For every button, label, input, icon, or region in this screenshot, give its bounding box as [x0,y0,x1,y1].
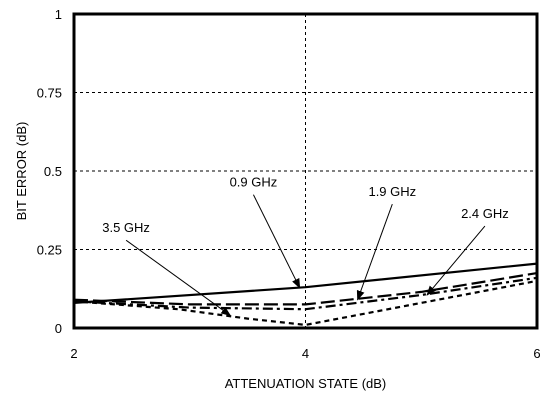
annotation-label: 1.9 GHz [368,184,416,199]
tick-labels: 0 0.25 0.5 0.75 1 2 4 6 [37,7,541,361]
y-axis-label: BIT ERROR (dB) [14,122,29,221]
y-tick-label: 0 [55,321,62,336]
y-tick-label: 0.25 [37,243,62,258]
series-line-0-9-ghz [73,262,538,304]
x-tick-label: 4 [302,346,309,361]
x-axis-label: ATTENUATION STATE (dB) [225,376,387,391]
y-tick-label: 0.5 [44,164,62,179]
annotation-label: 3.5 GHz [102,220,150,235]
annotation-arrow [252,194,301,289]
annotation-label: 2.4 GHz [461,206,509,221]
annotation-arrow [356,203,393,301]
x-tick-label: 6 [533,346,540,361]
series-line-1-9-ghz [73,272,538,306]
y-tick-label: 1 [55,7,62,22]
annotation-label: 0.9 GHz [230,175,278,190]
grid-lines [74,14,537,328]
series-lines [73,262,538,326]
annotation-arrow [125,239,232,317]
annotation-arrow [426,225,486,296]
annotations: 0.9 GHz 1.9 GHz 2.4 GHz 3.5 GHz [102,175,509,317]
y-tick-label: 0.75 [37,86,62,101]
x-tick-label: 2 [70,346,77,361]
plot-frame [72,12,539,330]
series-line-3-5-ghz [73,279,538,326]
series-line-2-4-ghz [73,276,538,311]
